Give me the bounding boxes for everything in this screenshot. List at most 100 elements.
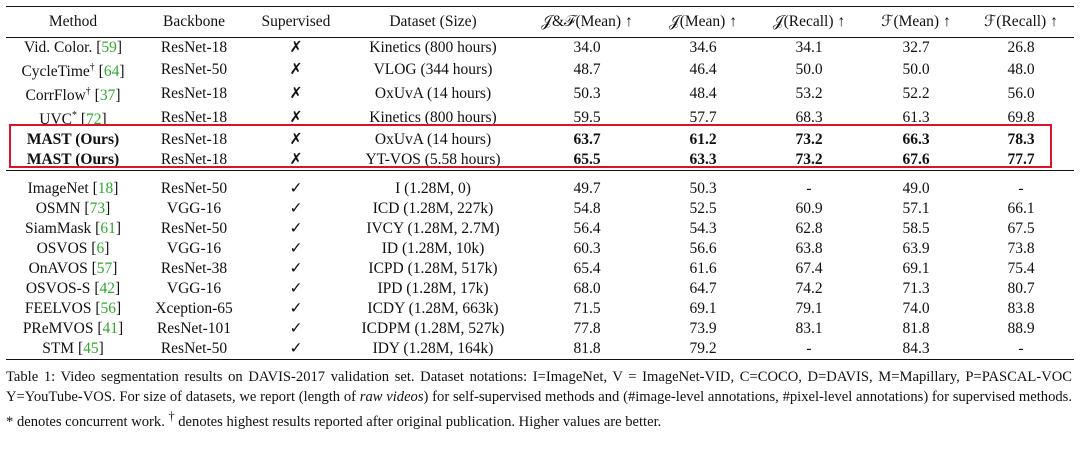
cell-supervised: ✓ [289,220,303,238]
cell-j-recall: 73.2 [795,151,823,169]
cell-method: CycleTime† [64] [21,62,125,81]
cell-j-mean: 52.5 [689,200,717,218]
method-name: CycleTime [21,63,90,81]
citation-link[interactable]: 42 [99,280,115,298]
table-row: ImageNet [18] ResNet-50 ✓ I (1.28M, 0) 49.7 5… [6,179,1074,199]
spacer-cell [6,171,1074,180]
cell-backbone: ResNet-18 [160,39,228,56]
citation-link[interactable]: 6 [96,240,105,258]
cell-j-recall: - [806,340,812,358]
table-row: OSVOS-S [42] VGG-16 ✓ IPD (1.28M, 17k) 68.0 6… [6,279,1074,299]
cell-jf-mean: 49.7 [573,180,601,198]
cell-dataset: ID (1.28M, 10k) [381,240,485,258]
cell-method: STM [45] [42,340,104,358]
table-row: OSVOS [6] VGG-16 ✓ ID (1.28M, 10k) 60.3 56.6 6… [6,239,1074,259]
cell-jf-mean: 59.5 [573,109,601,127]
header-jf-mean: 𝒥&ℱ(Mean) ↑ [541,13,633,30]
cell-backbone: ResNet-38 [160,260,228,278]
cell-supervised: ✓ [289,180,303,198]
cell-j-mean: 61.6 [689,260,717,278]
citation-link[interactable]: 59 [101,39,117,56]
citation-link[interactable]: 57 [96,260,113,278]
header-j-recall: 𝒥(Recall) ↑ [772,13,846,30]
cell-jf-mean: 65.5 [573,151,601,169]
table-caption: Table 1: Video segmentation results on D… [6,368,1072,432]
cell-dataset: Kinetics (800 hours) [369,39,497,56]
cell-supervised: ✗ [289,131,303,149]
cell-f-recall: 69.8 [1007,109,1035,127]
method-superscript: * [72,110,77,122]
table-row: Vid. Color. [59] ResNet-18 ✗ Kinetics (800 … [6,38,1074,59]
cell-f-mean: 49.0 [902,180,930,198]
cell-jf-mean: 34.0 [573,39,601,56]
citation-link[interactable]: 18 [97,180,114,198]
header-method: Method [48,13,98,30]
cell-f-mean: 63.9 [902,240,930,258]
cell-j-recall: 53.2 [795,85,823,103]
cell-j-mean: 56.6 [689,240,717,258]
cell-backbone: ResNet-18 [160,85,228,103]
header-dataset: Dataset (Size) [389,13,477,30]
cell-dataset: IVCY (1.28M, 2.7M) [366,220,500,238]
citation-link[interactable]: 61 [100,220,116,238]
table-row: OSMN [73] VGG-16 ✓ ICD (1.28M, 227k) 54.8 52.… [6,199,1074,219]
cell-j-recall: 50.0 [795,61,823,79]
cell-j-mean: 64.7 [689,280,717,298]
header-row: Method Backbone Supervised Dataset (Size… [6,6,1074,38]
cell-jf-mean: 60.3 [573,240,601,258]
table-row: STM [45] ResNet-50 ✓ IDY (1.28M, 164k) 81.8 7… [6,339,1074,360]
cell-backbone: ResNet-18 [160,109,228,127]
group-spacer [6,171,1074,180]
cell-backbone: ResNet-18 [160,131,228,149]
cell-method: OSVOS-S [42] [25,280,121,298]
cell-j-recall: 63.8 [795,240,823,258]
cell-method: CorrFlow† [37] [25,86,121,105]
cell-method: OSVOS [6] [36,240,110,258]
cell-f-recall: 66.1 [1007,200,1035,218]
cell-f-recall: 56.0 [1007,85,1035,103]
cell-f-recall: 83.8 [1007,300,1035,318]
citation-link[interactable]: 41 [102,320,119,338]
method-name: SiamMask [24,220,92,238]
cell-jf-mean: 63.7 [573,131,601,149]
cell-method: MAST (Ours) [6,130,140,150]
caption-text-1: Table 1: Video segmentation results on D… [6,369,1072,405]
cell-dataset: Kinetics (800 hours) [369,109,497,127]
cell-jf-mean: 65.4 [573,260,601,278]
cell-backbone: ResNet-18 [160,151,228,169]
citation-link[interactable]: 45 [83,340,99,358]
citation-link[interactable]: 73 [89,200,106,218]
cell-j-mean: 54.3 [689,220,717,238]
method-name: ImageNet [27,180,89,198]
header-j-mean: 𝒥(Mean) ↑ [669,13,737,30]
cell-f-recall: 75.4 [1007,260,1035,278]
cell-dataset: OxUvA (14 hours) [374,131,492,149]
cell-f-mean: 57.1 [902,200,930,218]
cell-j-recall: 73.2 [795,131,823,149]
cell-f-recall: 67.5 [1007,220,1035,238]
table-row: UVC* [72] ResNet-18 ✗ Kinetics (800 hours) 5… [6,106,1074,130]
cell-j-mean: 61.2 [689,131,717,149]
table-row: CorrFlow† [37] ResNet-18 ✗ OxUvA (14 hours)… [6,82,1074,106]
cell-method: PReMVOS [41] [22,320,124,338]
method-name: MAST (Ours) [26,131,120,149]
table-row: MAST (Ours) ResNet-18 ✗ OxUvA (14 hours) 63.… [6,130,1074,150]
citation-link[interactable]: 56 [100,300,116,318]
table-row: PReMVOS [41] ResNet-101 ✓ ICDPM (1.28M, 527… [6,319,1074,339]
cell-j-mean: 48.4 [689,85,717,103]
cell-j-recall: 68.3 [795,109,823,127]
citation-link[interactable]: 64 [103,63,120,81]
method-name: Vid. Color. [23,39,93,56]
cell-f-mean: 67.6 [902,151,930,169]
citation-link[interactable]: 37 [99,87,116,105]
cell-f-recall: 80.7 [1007,280,1035,298]
cell-f-recall: 77.7 [1007,151,1035,169]
cell-dataset: YT-VOS (5.58 hours) [365,151,501,169]
cell-f-recall: 73.8 [1007,240,1035,258]
cell-j-recall: 67.4 [795,260,823,278]
method-name: OSVOS-S [25,280,91,298]
cell-j-mean: 73.9 [689,320,717,338]
method-name: PReMVOS [22,320,94,338]
cell-f-mean: 50.0 [902,61,930,79]
cell-jf-mean: 68.0 [573,280,601,298]
